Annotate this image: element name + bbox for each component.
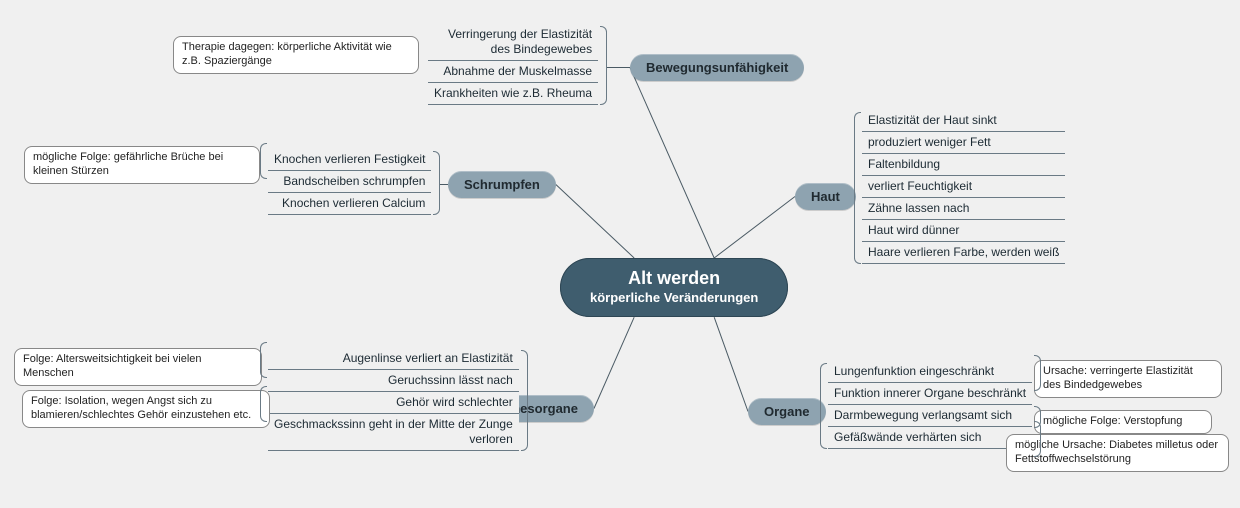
- leaf-item: Verringerung der Elastizitätdes Bindegew…: [428, 24, 598, 61]
- note-box: mögliche Folge: Verstopfung: [1034, 410, 1212, 434]
- leaf-item: produziert weniger Fett: [862, 132, 1065, 154]
- leaf-brace: [521, 350, 528, 451]
- leaf-item: Zähne lassen nach: [862, 198, 1065, 220]
- note-box: mögliche Folge: gefährliche Brüche bei k…: [24, 146, 260, 184]
- leaf-brace: [854, 112, 861, 264]
- note-brace: [260, 342, 267, 378]
- leaf-item: verliert Feuchtigkeit: [862, 176, 1065, 198]
- central-title: Alt werden: [590, 268, 758, 290]
- leaf-item: Abnahme der Muskelmasse: [428, 61, 598, 83]
- leaf-item: Krankheiten wie z.B. Rheuma: [428, 83, 598, 105]
- leaves-sinnesorgane: Augenlinse verliert an ElastizitätGeruch…: [268, 348, 519, 451]
- note-brace: [1034, 421, 1041, 457]
- leaf-item: Faltenbildung: [862, 154, 1065, 176]
- leaves-haut: Elastizität der Haut sinktproduziert wen…: [862, 110, 1065, 264]
- leaf-item: Augenlinse verliert an Elastizität: [268, 348, 519, 370]
- leaf-item: Haut wird dünner: [862, 220, 1065, 242]
- leaves-bewegung: Verringerung der Elastizitätdes Bindegew…: [428, 24, 598, 105]
- note-box: Therapie dagegen: körperliche Aktivität …: [173, 36, 419, 74]
- branch-organe: Organe: [748, 398, 826, 425]
- leaf-brace: [600, 26, 607, 105]
- central-node: Alt werden körperliche Veränderungen: [560, 258, 788, 317]
- note-brace: [260, 386, 267, 422]
- leaves-organe: Lungenfunktion eingeschränktFunktion inn…: [828, 361, 1032, 449]
- branch-bewegungsunfaehigkeit: Bewegungsunfähigkeit: [630, 54, 804, 81]
- branch-haut: Haut: [795, 183, 856, 210]
- leaf-item: Gefäßwände verhärten sich: [828, 427, 1032, 449]
- note-brace: [1034, 355, 1041, 391]
- leaf-item: Knochen verlieren Festigkeit: [268, 149, 431, 171]
- central-subtitle: körperliche Veränderungen: [590, 290, 758, 306]
- leaf-item: Darmbewegung verlangsamt sich: [828, 405, 1032, 427]
- leaf-item: Knochen verlieren Calcium: [268, 193, 431, 215]
- branch-schrumpfen: Schrumpfen: [448, 171, 556, 198]
- leaf-item: Haare verlieren Farbe, werden weiß: [862, 242, 1065, 264]
- leaf-item: Elastizität der Haut sinkt: [862, 110, 1065, 132]
- note-brace: [260, 143, 267, 179]
- leaf-brace: [433, 151, 440, 215]
- leaf-item: Gehör wird schlechter: [268, 392, 519, 414]
- leaf-item: Bandscheiben schrumpfen: [268, 171, 431, 193]
- leaf-item: Geschmackssinn geht in der Mitte der Zun…: [268, 414, 519, 451]
- leaf-brace: [820, 363, 827, 449]
- note-box: Folge: Altersweitsichtigkeit bei vielen …: [14, 348, 262, 386]
- leaves-schrumpfen: Knochen verlieren FestigkeitBandscheiben…: [268, 149, 431, 215]
- leaf-item: Geruchssinn lässt nach: [268, 370, 519, 392]
- note-box: Ursache: verringerte Elastizität des Bin…: [1034, 360, 1222, 398]
- leaf-item: Funktion innerer Organe beschränkt: [828, 383, 1032, 405]
- mindmap-canvas: Alt werden körperliche Veränderungen Bew…: [0, 0, 1240, 508]
- leaf-item: Lungenfunktion eingeschränkt: [828, 361, 1032, 383]
- note-box: Folge: Isolation, wegen Angst sich zu bl…: [22, 390, 270, 428]
